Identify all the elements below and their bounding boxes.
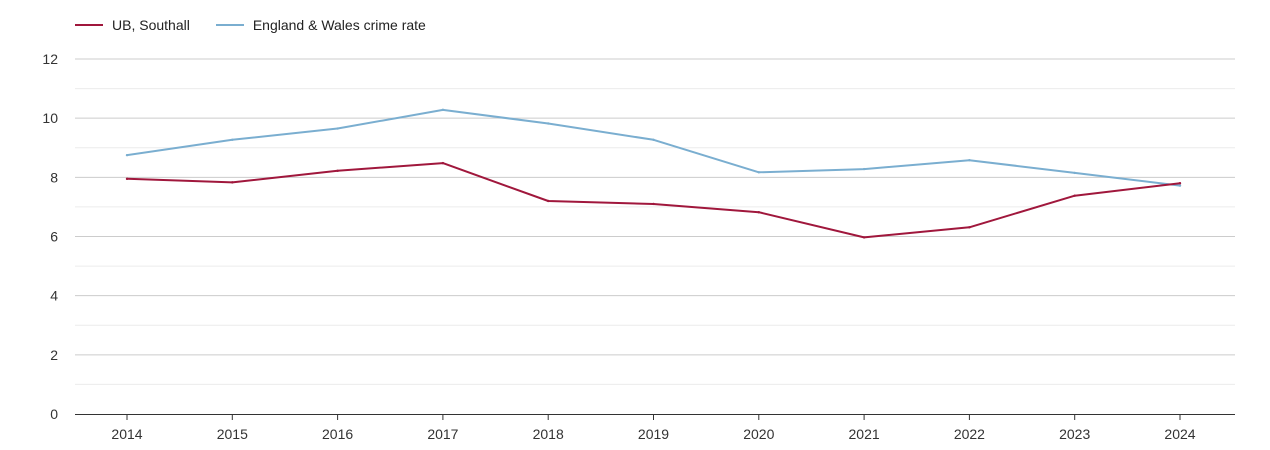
data-point-england-wales [547,122,550,125]
data-point-england-wales [125,153,129,157]
x-tick-label: 2020 [743,426,774,442]
y-tick-label: 6 [50,229,58,245]
x-tick-label: 2019 [638,426,669,442]
grid [75,58,1235,385]
y-tick-label: 0 [50,406,58,422]
y-tick-label: 12 [42,51,58,67]
x-tick-label: 2021 [849,426,880,442]
y-tick-label: 2 [50,347,58,363]
y-tick-label: 8 [50,169,58,185]
data-point-ub-southall [1178,182,1182,185]
x-tick-label: 2017 [427,426,458,442]
data-point-ub-southall [125,177,129,181]
y-tick-label: 10 [42,110,58,126]
y-tick-label: 4 [50,288,58,304]
data-point-england-wales [968,158,971,162]
x-tick-label: 2018 [533,426,564,442]
series-line-ub-southall [126,162,1181,239]
data-point-england-wales [862,167,866,171]
data-point-england-wales [652,138,655,141]
data-point-england-wales [1073,171,1076,175]
data-point-ub-southall [441,161,445,165]
legend-item-ub-southall[interactable]: UB, Southall [75,17,190,33]
data-point-ub-southall [336,169,339,173]
data-point-ub-southall [757,211,760,214]
series [125,108,1182,239]
data-point-ub-southall [862,236,866,239]
data-point-ub-southall [968,226,971,229]
data-point-ub-southall [547,199,550,203]
chart-legend: UB, Southall England & Wales crime rate [75,14,452,36]
data-point-england-wales [1178,184,1182,187]
x-tick-label: 2024 [1164,426,1195,442]
data-point-england-wales [757,171,760,174]
axes: 0 2 4 6 8 10 12 2014 2015 2016 2017 2018 2019 2020 202… [42,51,1235,442]
legend-swatch-ub-southall [75,24,103,26]
data-point-ub-southall [231,181,234,184]
data-point-england-wales [441,108,445,112]
legend-label-england-wales: England & Wales crime rate [252,17,426,33]
legend-label-ub-southall: UB, Southall [112,17,190,33]
x-tick-label: 2015 [217,426,248,442]
x-tick-label: 2014 [111,426,142,442]
x-tick-label: 2022 [954,426,985,442]
data-point-ub-southall [1073,194,1076,197]
x-tick-label: 2016 [322,426,353,442]
data-point-england-wales [231,138,234,141]
x-tick-label: 2023 [1059,426,1090,442]
data-point-ub-southall [652,202,655,206]
data-point-england-wales [336,127,339,130]
legend-item-england-wales[interactable]: England & Wales crime rate [215,17,426,33]
legend-swatch-england-wales [215,24,244,26]
